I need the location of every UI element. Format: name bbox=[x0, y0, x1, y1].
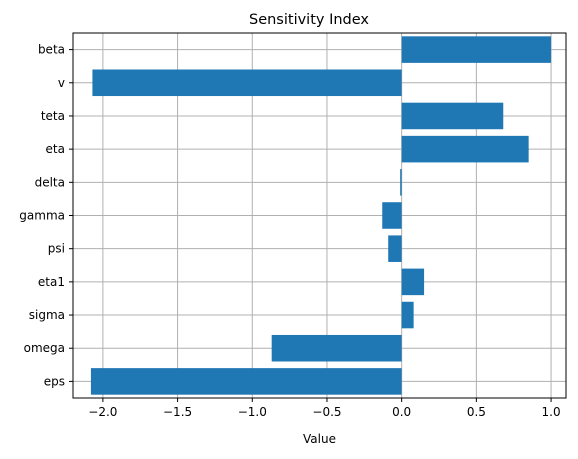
x-tick-label: −0.5 bbox=[312, 405, 341, 419]
bars-layer bbox=[90, 36, 552, 395]
bar-eps bbox=[90, 368, 402, 395]
y-tick-label: psi bbox=[48, 242, 65, 256]
bar-teta bbox=[401, 102, 504, 130]
ticks-layer: −2.0 −1.5 −1.0 −0.5 0.0 0.5 1.0 beta v teta eta del… bbox=[19, 43, 560, 419]
bar-eta bbox=[401, 135, 529, 163]
y-tick-label: eta bbox=[46, 142, 65, 156]
x-tick-label: 0.0 bbox=[392, 405, 411, 419]
y-tick-label: omega bbox=[24, 341, 65, 355]
x-tick-label: −1.5 bbox=[163, 405, 192, 419]
y-tick-label: v bbox=[58, 76, 65, 90]
chart-title: Sensitivity Index bbox=[249, 12, 369, 28]
bar-eta1 bbox=[401, 268, 425, 296]
bar-omega bbox=[271, 334, 402, 362]
bar-beta bbox=[401, 36, 552, 63]
bar-delta bbox=[400, 169, 402, 196]
x-tick-label: 0.5 bbox=[467, 405, 486, 419]
x-axis-label: Value bbox=[303, 432, 336, 446]
y-tick-label: teta bbox=[41, 109, 65, 123]
x-tick-label: 1.0 bbox=[542, 405, 561, 419]
bar-psi bbox=[388, 235, 402, 262]
bar-v bbox=[92, 69, 402, 97]
bar-sigma bbox=[401, 301, 414, 329]
x-tick-label: −2.0 bbox=[88, 405, 117, 419]
y-tick-label: delta bbox=[35, 175, 65, 189]
y-tick-label: eta1 bbox=[38, 275, 65, 289]
x-tick-label: −1.0 bbox=[238, 405, 267, 419]
bar-gamma bbox=[382, 202, 402, 229]
y-tick-label: eps bbox=[44, 374, 65, 388]
y-tick-label: sigma bbox=[29, 308, 65, 322]
y-tick-label: gamma bbox=[19, 209, 65, 223]
y-tick-label: beta bbox=[38, 43, 65, 57]
